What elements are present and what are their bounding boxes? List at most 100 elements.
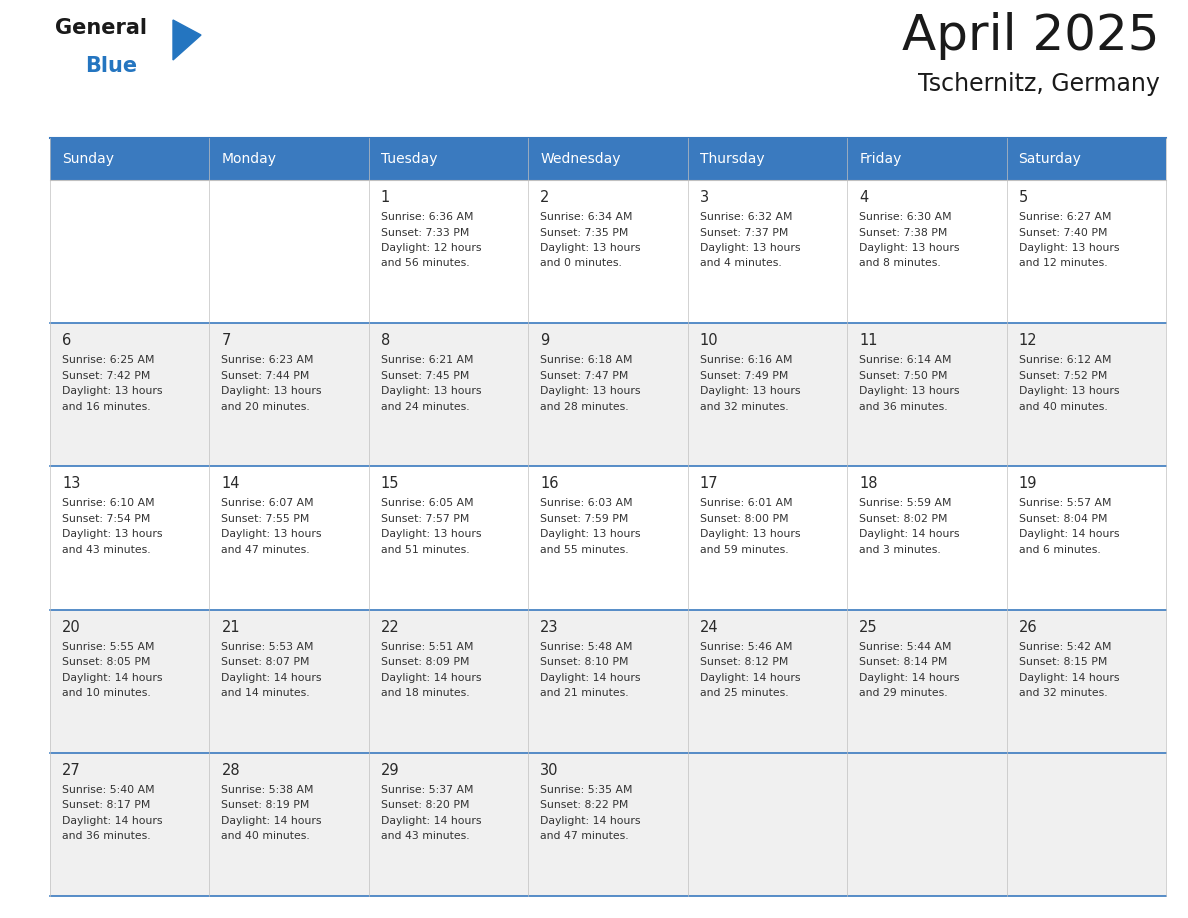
Bar	[529, 466, 688, 610]
Text: Sunset: 7:45 PM: Sunset: 7:45 PM	[381, 371, 469, 381]
Text: Tuesday: Tuesday	[381, 152, 437, 166]
Text: and 3 minutes.: and 3 minutes.	[859, 545, 941, 554]
Text: and 43 minutes.: and 43 minutes.	[381, 832, 469, 841]
Text: Daylight: 14 hours: Daylight: 14 hours	[859, 530, 960, 540]
Text: Sunset: 7:38 PM: Sunset: 7:38 PM	[859, 228, 948, 238]
Text: 29: 29	[381, 763, 399, 778]
Text: Sunset: 7:44 PM: Sunset: 7:44 PM	[221, 371, 310, 381]
Bar	[1006, 753, 1165, 896]
Text: Daylight: 13 hours: Daylight: 13 hours	[541, 243, 640, 253]
Text: Daylight: 13 hours: Daylight: 13 hours	[700, 386, 801, 397]
Text: 25: 25	[859, 620, 878, 634]
Text: Daylight: 13 hours: Daylight: 13 hours	[541, 386, 640, 397]
Text: Sunrise: 5:53 AM: Sunrise: 5:53 AM	[221, 642, 314, 652]
Text: and 32 minutes.: and 32 minutes.	[1018, 688, 1107, 698]
Text: Sunset: 7:52 PM: Sunset: 7:52 PM	[1018, 371, 1107, 381]
Text: Sunrise: 5:57 AM: Sunrise: 5:57 AM	[1018, 498, 1111, 509]
Text: 15: 15	[381, 476, 399, 491]
Text: Daylight: 13 hours: Daylight: 13 hours	[859, 243, 960, 253]
Text: 26: 26	[1018, 620, 1037, 634]
Text: Sunrise: 5:44 AM: Sunrise: 5:44 AM	[859, 642, 952, 652]
Text: Sunrise: 5:46 AM: Sunrise: 5:46 AM	[700, 642, 792, 652]
Text: General: General	[55, 18, 147, 38]
Text: and 47 minutes.: and 47 minutes.	[541, 832, 628, 841]
Text: 21: 21	[221, 620, 240, 634]
Text: Daylight: 14 hours: Daylight: 14 hours	[700, 673, 801, 683]
Text: Sunset: 7:54 PM: Sunset: 7:54 PM	[62, 514, 151, 524]
Text: and 16 minutes.: and 16 minutes.	[62, 402, 151, 411]
Text: Sunset: 8:12 PM: Sunset: 8:12 PM	[700, 657, 788, 667]
Text: Daylight: 14 hours: Daylight: 14 hours	[62, 673, 163, 683]
Text: Tschernitz, Germany: Tschernitz, Germany	[918, 72, 1159, 96]
Bar	[209, 466, 368, 610]
Text: Sunset: 7:49 PM: Sunset: 7:49 PM	[700, 371, 788, 381]
Bar	[50, 466, 209, 610]
Bar	[1006, 610, 1165, 753]
Text: 9: 9	[541, 333, 550, 348]
Text: Sunset: 7:50 PM: Sunset: 7:50 PM	[859, 371, 948, 381]
Text: Daylight: 13 hours: Daylight: 13 hours	[700, 530, 801, 540]
Bar	[847, 323, 1006, 466]
Text: Sunset: 7:33 PM: Sunset: 7:33 PM	[381, 228, 469, 238]
Text: Sunset: 8:02 PM: Sunset: 8:02 PM	[859, 514, 948, 524]
Text: Daylight: 13 hours: Daylight: 13 hours	[221, 530, 322, 540]
Text: and 29 minutes.: and 29 minutes.	[859, 688, 948, 698]
Text: 24: 24	[700, 620, 719, 634]
Text: Sunrise: 5:42 AM: Sunrise: 5:42 AM	[1018, 642, 1111, 652]
Text: Sunrise: 5:37 AM: Sunrise: 5:37 AM	[381, 785, 473, 795]
Text: Blue: Blue	[86, 56, 137, 76]
Text: Sunset: 7:37 PM: Sunset: 7:37 PM	[700, 228, 788, 238]
Text: Sunset: 8:22 PM: Sunset: 8:22 PM	[541, 800, 628, 811]
Text: and 40 minutes.: and 40 minutes.	[221, 832, 310, 841]
Text: Sunday: Sunday	[62, 152, 114, 166]
Text: and 51 minutes.: and 51 minutes.	[381, 545, 469, 554]
Text: Sunrise: 6:23 AM: Sunrise: 6:23 AM	[221, 355, 314, 365]
Text: 27: 27	[62, 763, 81, 778]
Text: Sunrise: 6:03 AM: Sunrise: 6:03 AM	[541, 498, 633, 509]
Text: 2: 2	[541, 190, 550, 205]
Bar	[209, 610, 368, 753]
Text: Daylight: 13 hours: Daylight: 13 hours	[62, 530, 163, 540]
Text: Sunset: 7:59 PM: Sunset: 7:59 PM	[541, 514, 628, 524]
Text: 4: 4	[859, 190, 868, 205]
Bar	[368, 753, 529, 896]
Text: Saturday: Saturday	[1018, 152, 1081, 166]
Text: Daylight: 14 hours: Daylight: 14 hours	[541, 816, 640, 826]
Text: and 32 minutes.: and 32 minutes.	[700, 402, 789, 411]
Text: Sunrise: 5:59 AM: Sunrise: 5:59 AM	[859, 498, 952, 509]
Text: Daylight: 13 hours: Daylight: 13 hours	[700, 243, 801, 253]
Text: Sunrise: 6:07 AM: Sunrise: 6:07 AM	[221, 498, 314, 509]
Text: Daylight: 14 hours: Daylight: 14 hours	[221, 673, 322, 683]
Text: 30: 30	[541, 763, 558, 778]
Text: Sunrise: 6:12 AM: Sunrise: 6:12 AM	[1018, 355, 1111, 365]
Text: Sunrise: 6:05 AM: Sunrise: 6:05 AM	[381, 498, 474, 509]
Text: Daylight: 14 hours: Daylight: 14 hours	[1018, 530, 1119, 540]
Text: Daylight: 14 hours: Daylight: 14 hours	[541, 673, 640, 683]
Text: 23: 23	[541, 620, 558, 634]
Text: 10: 10	[700, 333, 719, 348]
Text: and 20 minutes.: and 20 minutes.	[221, 402, 310, 411]
Bar	[1006, 466, 1165, 610]
Bar	[688, 466, 847, 610]
Text: and 0 minutes.: and 0 minutes.	[541, 259, 623, 268]
Text: 8: 8	[381, 333, 390, 348]
Text: 13: 13	[62, 476, 81, 491]
Text: Sunset: 7:42 PM: Sunset: 7:42 PM	[62, 371, 151, 381]
Bar	[688, 180, 847, 323]
Text: and 10 minutes.: and 10 minutes.	[62, 688, 151, 698]
Text: Wednesday: Wednesday	[541, 152, 621, 166]
Bar	[847, 753, 1006, 896]
Text: Daylight: 13 hours: Daylight: 13 hours	[62, 386, 163, 397]
Text: Daylight: 13 hours: Daylight: 13 hours	[541, 530, 640, 540]
Text: Daylight: 13 hours: Daylight: 13 hours	[1018, 386, 1119, 397]
Bar	[209, 180, 368, 323]
Bar	[50, 138, 1165, 180]
Text: Sunrise: 6:16 AM: Sunrise: 6:16 AM	[700, 355, 792, 365]
Text: Sunset: 8:19 PM: Sunset: 8:19 PM	[221, 800, 310, 811]
Bar	[847, 466, 1006, 610]
Text: Sunrise: 6:32 AM: Sunrise: 6:32 AM	[700, 212, 792, 222]
Bar	[688, 610, 847, 753]
Text: Daylight: 13 hours: Daylight: 13 hours	[381, 530, 481, 540]
Text: Sunrise: 6:14 AM: Sunrise: 6:14 AM	[859, 355, 952, 365]
Text: Sunset: 8:10 PM: Sunset: 8:10 PM	[541, 657, 628, 667]
